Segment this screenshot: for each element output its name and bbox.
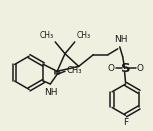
- Text: O: O: [137, 64, 144, 73]
- Text: CH₃: CH₃: [67, 66, 82, 75]
- Text: CH₃: CH₃: [39, 31, 53, 40]
- Text: F: F: [123, 118, 128, 127]
- Text: CH₃: CH₃: [77, 31, 91, 40]
- Text: NH: NH: [45, 88, 58, 97]
- Text: O: O: [107, 64, 114, 73]
- Text: S: S: [121, 62, 130, 75]
- Text: NH: NH: [114, 35, 127, 44]
